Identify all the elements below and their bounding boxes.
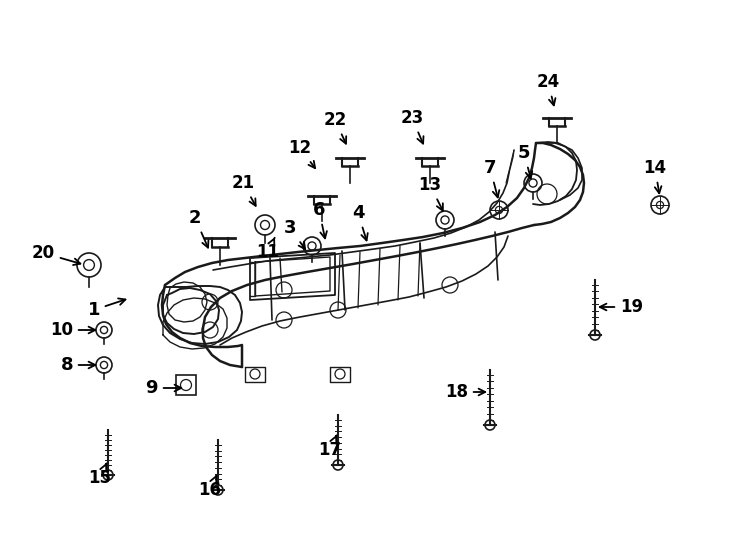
Text: 16: 16 xyxy=(198,476,222,499)
Text: 23: 23 xyxy=(400,109,424,144)
Text: 17: 17 xyxy=(319,435,341,459)
Text: 10: 10 xyxy=(50,321,95,339)
Text: 11: 11 xyxy=(256,238,280,261)
Text: 20: 20 xyxy=(32,244,81,265)
Text: 18: 18 xyxy=(445,383,485,401)
Text: 24: 24 xyxy=(537,73,559,105)
Text: 15: 15 xyxy=(89,463,112,487)
Text: 5: 5 xyxy=(517,144,532,178)
Text: 7: 7 xyxy=(484,159,499,197)
Text: 9: 9 xyxy=(145,379,181,397)
Text: 21: 21 xyxy=(231,174,255,206)
Text: 2: 2 xyxy=(189,209,208,248)
Text: 1: 1 xyxy=(87,299,126,319)
Text: 6: 6 xyxy=(313,201,327,238)
Text: 14: 14 xyxy=(644,159,666,193)
Text: 8: 8 xyxy=(60,356,95,374)
Text: 3: 3 xyxy=(284,219,305,249)
Text: 19: 19 xyxy=(600,298,643,316)
Text: 22: 22 xyxy=(324,111,346,144)
Text: 13: 13 xyxy=(418,176,443,211)
Text: 4: 4 xyxy=(352,204,368,240)
Text: 12: 12 xyxy=(288,139,315,168)
